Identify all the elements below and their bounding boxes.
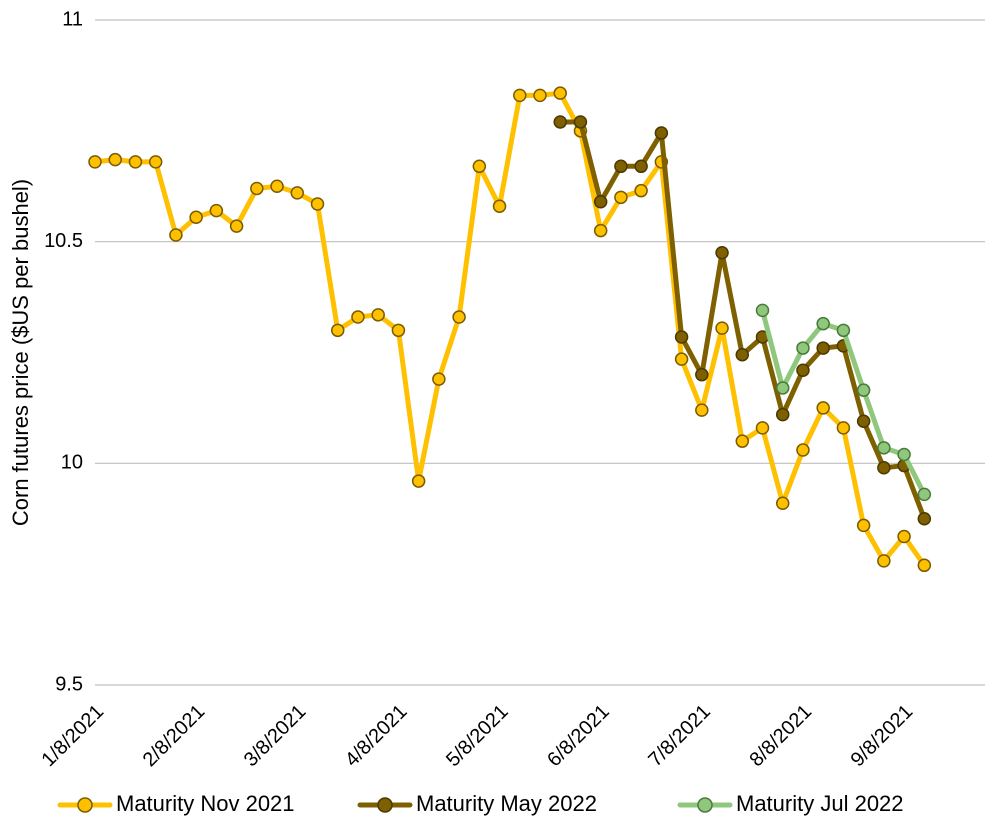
futures-price-chart: 9.5 10 10.5 11 Corn futures price ($US per b… [0,0,1000,835]
series-marker-nov2021 [150,156,162,168]
series-marker-may2022 [595,196,607,208]
series-marker-nov2021 [231,220,243,232]
series-marker-may2022 [878,462,890,474]
series-marker-jul2022 [858,384,870,396]
y-tick-label: 10 [61,452,83,474]
series-marker-nov2021 [170,229,182,241]
series-marker-nov2021 [858,519,870,531]
series-marker-nov2021 [615,191,627,203]
series-marker-nov2021 [271,180,283,192]
legend-label-may2022: Maturity May 2022 [416,791,597,816]
series-marker-nov2021 [716,322,728,334]
series-marker-nov2021 [918,559,930,571]
series-marker-jul2022 [898,448,910,460]
series-marker-may2022 [716,247,728,259]
series-marker-nov2021 [676,353,688,365]
series-marker-may2022 [554,116,566,128]
series-marker-jul2022 [817,318,829,330]
series-marker-nov2021 [797,444,809,456]
series-marker-nov2021 [89,156,101,168]
series-marker-jul2022 [918,488,930,500]
series-marker-nov2021 [190,211,202,223]
series-marker-nov2021 [736,435,748,447]
series-marker-nov2021 [453,311,465,323]
y-axis-label: Corn futures price ($US per bushel) [8,179,33,526]
series-marker-may2022 [736,349,748,361]
series-marker-may2022 [918,513,930,525]
series-marker-may2022 [676,331,688,343]
y-tick-label: 9.5 [55,673,83,695]
series-marker-nov2021 [494,200,506,212]
series-marker-nov2021 [696,404,708,416]
legend-marker-jul2022 [698,798,712,812]
series-marker-nov2021 [817,402,829,414]
series-marker-nov2021 [312,198,324,210]
series-marker-nov2021 [392,324,404,336]
series-marker-nov2021 [332,324,344,336]
series-marker-may2022 [615,160,627,172]
y-tick-label: 11 [62,8,83,30]
series-marker-nov2021 [837,422,849,434]
series-marker-nov2021 [878,555,890,567]
series-marker-nov2021 [352,311,364,323]
series-marker-nov2021 [898,530,910,542]
series-marker-nov2021 [413,475,425,487]
series-marker-nov2021 [291,187,303,199]
series-marker-jul2022 [757,304,769,316]
series-marker-nov2021 [777,497,789,509]
series-marker-nov2021 [372,309,384,321]
series-marker-nov2021 [433,373,445,385]
series-marker-nov2021 [210,205,222,217]
series-marker-may2022 [635,160,647,172]
legend-label-jul2022: Maturity Jul 2022 [736,791,904,816]
series-marker-nov2021 [595,225,607,237]
series-marker-jul2022 [797,342,809,354]
series-marker-nov2021 [554,87,566,99]
series-marker-nov2021 [129,156,141,168]
series-marker-jul2022 [777,382,789,394]
series-marker-may2022 [817,342,829,354]
y-tick-label: 10.5 [44,230,83,252]
series-marker-nov2021 [757,422,769,434]
series-marker-nov2021 [473,160,485,172]
legend-label-nov2021: Maturity Nov 2021 [116,791,295,816]
series-marker-may2022 [858,415,870,427]
series-marker-may2022 [655,127,667,139]
series-marker-may2022 [696,369,708,381]
series-marker-nov2021 [534,89,546,101]
series-marker-nov2021 [514,89,526,101]
series-marker-may2022 [777,409,789,421]
series-marker-nov2021 [109,154,121,166]
series-marker-may2022 [797,364,809,376]
legend-marker-may2022 [378,798,392,812]
series-marker-jul2022 [837,324,849,336]
series-marker-jul2022 [878,442,890,454]
legend-marker-nov2021 [78,798,92,812]
series-marker-may2022 [574,116,586,128]
series-marker-nov2021 [635,185,647,197]
series-marker-nov2021 [251,182,263,194]
